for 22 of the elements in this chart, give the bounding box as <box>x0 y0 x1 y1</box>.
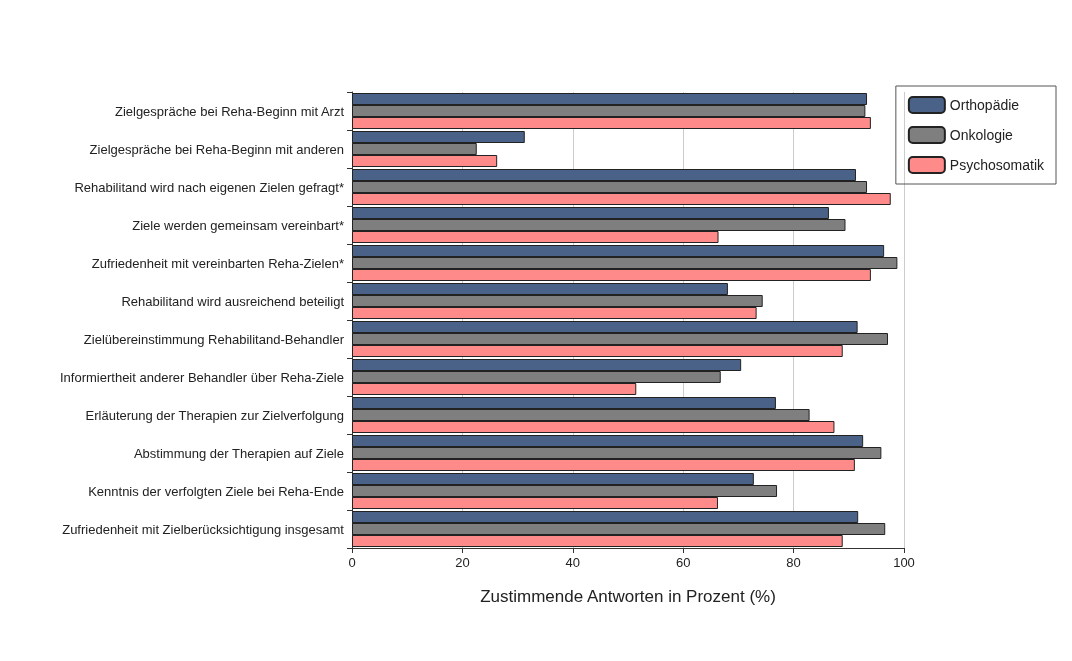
legend-label: Psychosomatik <box>949 157 1045 173</box>
y-tick-label: Zufriedenheit mit Zielberücksichtigung insgesamt <box>62 521 345 537</box>
legend-label: Onkologie <box>949 127 1014 143</box>
x-axis-title: Zustimmende Antworten in Prozent (%) <box>480 587 776 606</box>
y-tick-label: Informiertheit anderer Behandler über Reha-Ziele <box>60 369 344 385</box>
y-tick-label: Zufriedenheit mit vereinbarten Reha-Zielen* <box>91 255 344 271</box>
y-tick-label: Rehabilitand wird nach eigenen Zielen gefragt* <box>74 179 344 195</box>
legend-label: Orthopädie <box>949 97 1020 113</box>
x-tick-label: 40 <box>565 555 581 570</box>
y-tick-label: Zielgespräche bei Reha-Beginn mit Arzt <box>114 103 345 119</box>
y-tick-label: Rehabilitand wird ausreichend beteiligt <box>121 293 345 309</box>
x-tick-label: 80 <box>786 555 801 570</box>
y-tick-label: Kenntnis der verfolgten Ziele bei Reha-Ende <box>88 483 344 499</box>
x-tick-label: 0 <box>348 555 356 570</box>
x-tick-label: 100 <box>893 555 915 570</box>
x-tick-label: 20 <box>455 555 470 570</box>
y-tick-label: Zielübereinstimmung Rehabilitand-Behandler <box>83 331 345 347</box>
x-tick-label: 60 <box>675 555 691 570</box>
y-tick-label: Zielgespräche bei Reha-Beginn mit anderen <box>89 141 344 157</box>
y-tick-label: Abstimmung der Therapien auf Ziele <box>133 445 344 461</box>
y-tick-label: Ziele werden gemeinsam vereinbart* <box>132 217 344 233</box>
y-tick-label: Erläuterung der Therapien zur Zielverfolgung <box>85 407 344 423</box>
